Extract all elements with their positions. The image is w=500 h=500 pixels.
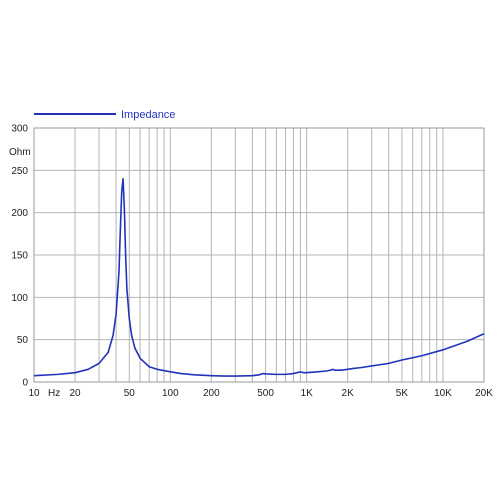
horizontal-gridlines: [34, 169, 484, 341]
y-tick-label: 150: [11, 251, 28, 262]
x-tick-label: 100: [162, 388, 179, 399]
y-tick-label: 200: [11, 208, 28, 219]
x-tick-label: 20: [69, 388, 81, 399]
x-tick-label: 500: [257, 388, 274, 399]
y-tick-label: 250: [11, 166, 28, 177]
x-tick-label: 200: [203, 388, 220, 399]
x-tick-label: 1K: [301, 388, 314, 399]
y-axis-unit-label: Ohm: [9, 147, 31, 158]
x-tick-label: 10: [28, 388, 40, 399]
x-tick-label: 50: [124, 388, 136, 399]
y-axis-tick-labels: 0 50 100 150 200 250 300: [11, 124, 28, 389]
y-tick-label: 100: [11, 293, 28, 304]
legend: Impedance: [34, 109, 175, 121]
impedance-series-line: [33, 178, 485, 377]
x-axis-unit-label: Hz: [48, 388, 60, 399]
plot-frame: [33, 127, 485, 383]
x-tick-label: 20K: [475, 388, 493, 399]
y-tick-label: 0: [22, 378, 28, 389]
x-tick-label: 2K: [342, 388, 355, 399]
x-axis-tick-labels: 10 20 50 100 200 500 1K 2K 5K 10K 20K: [28, 388, 493, 399]
x-tick-label: 5K: [396, 388, 409, 399]
y-tick-label: 50: [17, 335, 29, 346]
legend-label-impedance: Impedance: [121, 109, 175, 121]
x-tick-label: 10K: [434, 388, 452, 399]
y-tick-label: 300: [11, 124, 28, 135]
